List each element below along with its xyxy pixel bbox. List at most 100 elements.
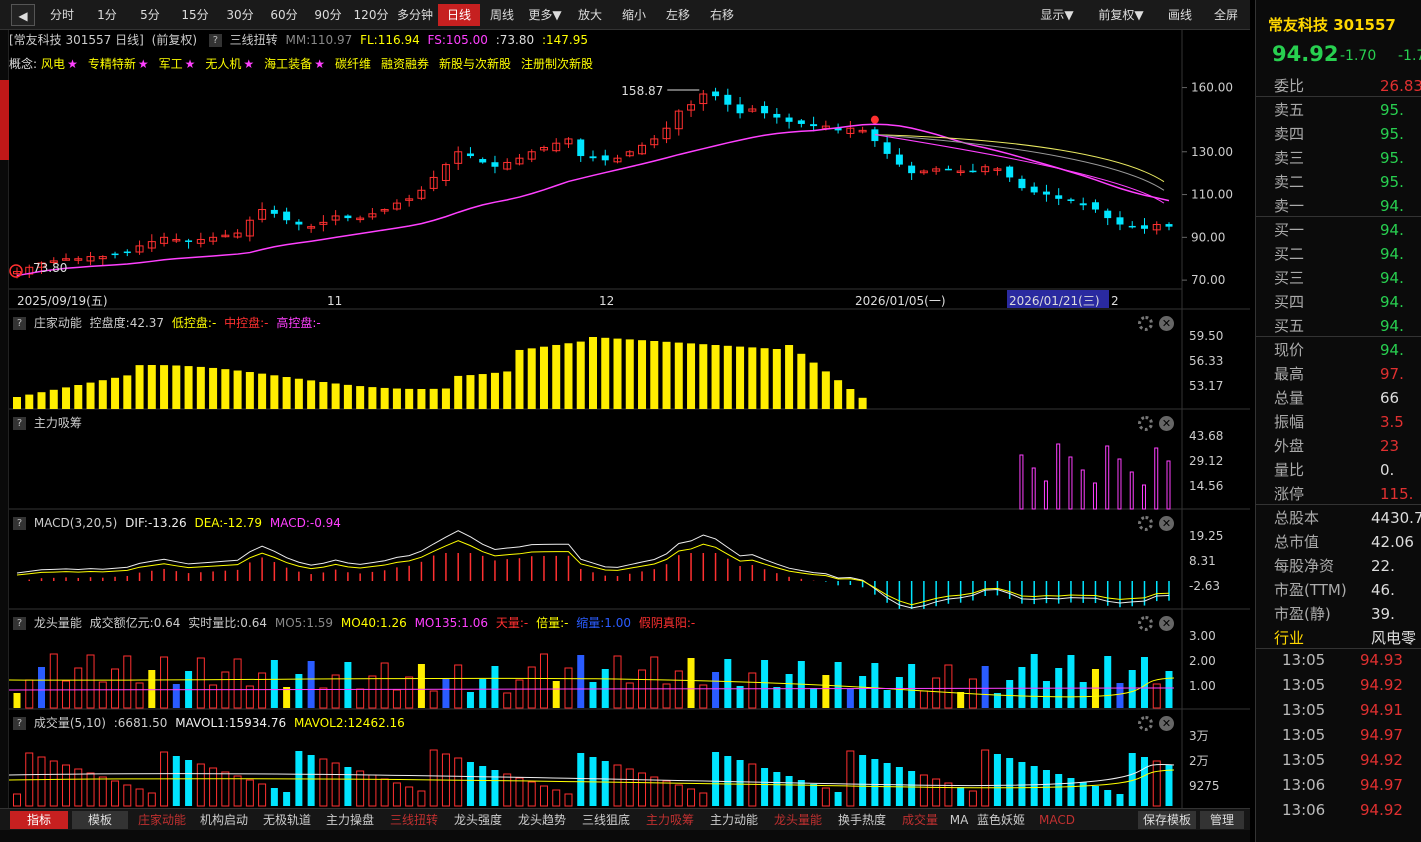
close-icon[interactable]: ✕ [1159, 615, 1174, 631]
period-tab-90min[interactable]: 90分 [314, 8, 342, 22]
period-tab-1min[interactable]: 1分 [97, 8, 117, 22]
quote-row-label: 卖三 [1274, 149, 1305, 167]
kline-chart[interactable]: 160.00 130.00 110.00 90.00 70.00 158.87 73.80 2… [9, 30, 1250, 808]
period-tab-120min[interactable]: 120分 [353, 8, 389, 22]
indicator-tab[interactable]: 机构启动 [199, 813, 248, 827]
period-tab-60min[interactable]: 60分 [270, 8, 298, 22]
date-label: 11 [327, 294, 342, 308]
concept-tag[interactable]: 军工 [158, 57, 183, 71]
ltln-bar [564, 667, 573, 709]
help-icon[interactable]: ? [13, 717, 26, 730]
tick-price: 94.97 [1360, 726, 1403, 744]
gear-icon[interactable] [1138, 515, 1153, 531]
volume-bar [527, 781, 536, 807]
zjdn-v3: 中控盘:- [224, 316, 269, 330]
indicator-tab[interactable]: 主力操盘 [325, 813, 374, 827]
period-tab-15min[interactable]: 15分 [181, 8, 209, 22]
concept-tag[interactable]: 无人机 [205, 57, 242, 71]
indicator-tab[interactable]: 换手热度 [837, 813, 886, 827]
price-change-pct: -1.7 [1398, 48, 1421, 64]
chart-area[interactable]: 160.00 130.00 110.00 90.00 70.00 158.87 73.80 2… [9, 30, 1250, 808]
display-dropdown[interactable]: 显示▼ [1040, 8, 1074, 22]
concept-tag[interactable]: 碳纤维 [334, 57, 371, 71]
indicator-tab[interactable]: 管理 [1200, 811, 1244, 829]
indicator-tab[interactable]: 三线扭转 [389, 813, 438, 827]
concept-tag[interactable]: 专精特新 [87, 57, 136, 71]
gear-icon[interactable] [1138, 715, 1153, 731]
indicator-tab[interactable]: 主力吸筹 [645, 813, 694, 827]
zoom-out-button[interactable]: 缩小 [621, 8, 646, 22]
indicator-tab[interactable]: 指标 [10, 811, 68, 829]
gear-icon[interactable] [1138, 315, 1153, 331]
help-icon[interactable]: ? [208, 34, 222, 47]
close-icon[interactable]: ✕ [1159, 315, 1174, 331]
period-tab-5min[interactable]: 5分 [140, 8, 160, 22]
close-icon[interactable]: ✕ [1159, 715, 1174, 731]
quote-row: 买三 94. [1256, 266, 1421, 290]
ltln-bar [1079, 682, 1087, 708]
period-tab-30min[interactable]: 30分 [226, 8, 254, 22]
concept-tag[interactable]: 新股与次新股 [438, 57, 511, 71]
indicator-tab[interactable]: 龙头趋势 [517, 813, 566, 827]
more-dropdown[interactable]: 更多▼ [528, 8, 562, 22]
star-icon: ★ [184, 57, 196, 71]
concept-tag[interactable]: 风电 [41, 57, 66, 71]
volume-bar [1055, 774, 1063, 806]
move-left-button[interactable]: 左移 [665, 8, 690, 22]
indicator-tab[interactable]: 保存模板 [1138, 811, 1196, 829]
zjdn-bar [564, 343, 573, 409]
period-tab-daily[interactable]: 日线 [438, 4, 480, 26]
zjdn-bar [184, 366, 193, 409]
volume-bar [62, 764, 71, 807]
indicator-tab[interactable]: 无极轨道 [262, 813, 311, 827]
volume-bar [699, 792, 708, 807]
close-icon[interactable]: ✕ [1159, 515, 1174, 531]
fullscreen-button[interactable]: 全屏 [1213, 8, 1238, 22]
draw-line-button[interactable]: 画线 [1167, 8, 1192, 22]
help-icon[interactable]: ? [13, 617, 26, 630]
zjdn-bar [74, 385, 83, 409]
quote-row: 买五 94. [1256, 314, 1421, 338]
concept-tag[interactable]: 海工装备 [264, 57, 313, 71]
help-icon[interactable]: ? [13, 417, 26, 430]
help-icon[interactable]: ? [13, 517, 26, 530]
indicator-tab[interactable]: 蓝色妖姬 [976, 813, 1025, 827]
move-right-button[interactable]: 右移 [709, 8, 734, 22]
gear-icon[interactable] [1138, 615, 1153, 631]
left-side-strip [0, 30, 9, 808]
ltln-bar [38, 667, 46, 708]
concept-tag[interactable]: 融资融券 [380, 57, 429, 71]
ltln-bar [307, 661, 315, 708]
indicator-tab[interactable]: 龙头强度 [453, 813, 502, 827]
quote-row: 卖一 94. [1256, 194, 1421, 218]
candle-body [209, 236, 218, 242]
quote-row-label: 总股本 [1274, 509, 1320, 527]
indicator-tab[interactable]: MACD [1039, 813, 1075, 827]
back-arrow-icon[interactable]: ◀ [11, 4, 35, 26]
tick-row: 13:05 94.97 [1256, 723, 1421, 748]
adjust-dropdown[interactable]: 前复权▼ [1098, 8, 1144, 22]
candle-body [761, 105, 769, 114]
indicator-tab[interactable]: MA [949, 813, 969, 827]
gear-icon[interactable] [1138, 415, 1153, 431]
zlxc-bar [1031, 467, 1036, 510]
indicator-tab[interactable]: 模板 [72, 811, 128, 829]
volume-bar [319, 758, 328, 807]
zoom-in-button[interactable]: 放大 [577, 8, 602, 22]
indicator-tab[interactable]: 庄家动能 [137, 813, 186, 827]
concept-tag[interactable]: 注册制次新股 [521, 57, 594, 71]
indicator-tab[interactable]: 主力动能 [709, 813, 758, 827]
period-tab-fenshi[interactable]: 分时 [49, 8, 74, 22]
zjdn-pane-title: ? 庄家动能 控盘度:42.37 低控盘:- 中控盘:- 高控盘:- [9, 313, 325, 333]
indicator-tab[interactable]: 成交量 [901, 813, 938, 827]
indicator-tab[interactable]: 龙头量能 [773, 813, 822, 827]
indicator-tab[interactable]: 三线狙底 [581, 813, 630, 827]
period-tab-multi[interactable]: 多分钟 [396, 8, 433, 22]
zjdn-bar [613, 338, 622, 409]
zjdn-bar [25, 394, 34, 409]
close-icon[interactable]: ✕ [1159, 415, 1174, 431]
zjdn-bar [270, 375, 279, 409]
period-tab-weekly[interactable]: 周线 [489, 8, 514, 22]
help-icon[interactable]: ? [13, 317, 26, 330]
low-value: :73.80 [495, 33, 535, 47]
